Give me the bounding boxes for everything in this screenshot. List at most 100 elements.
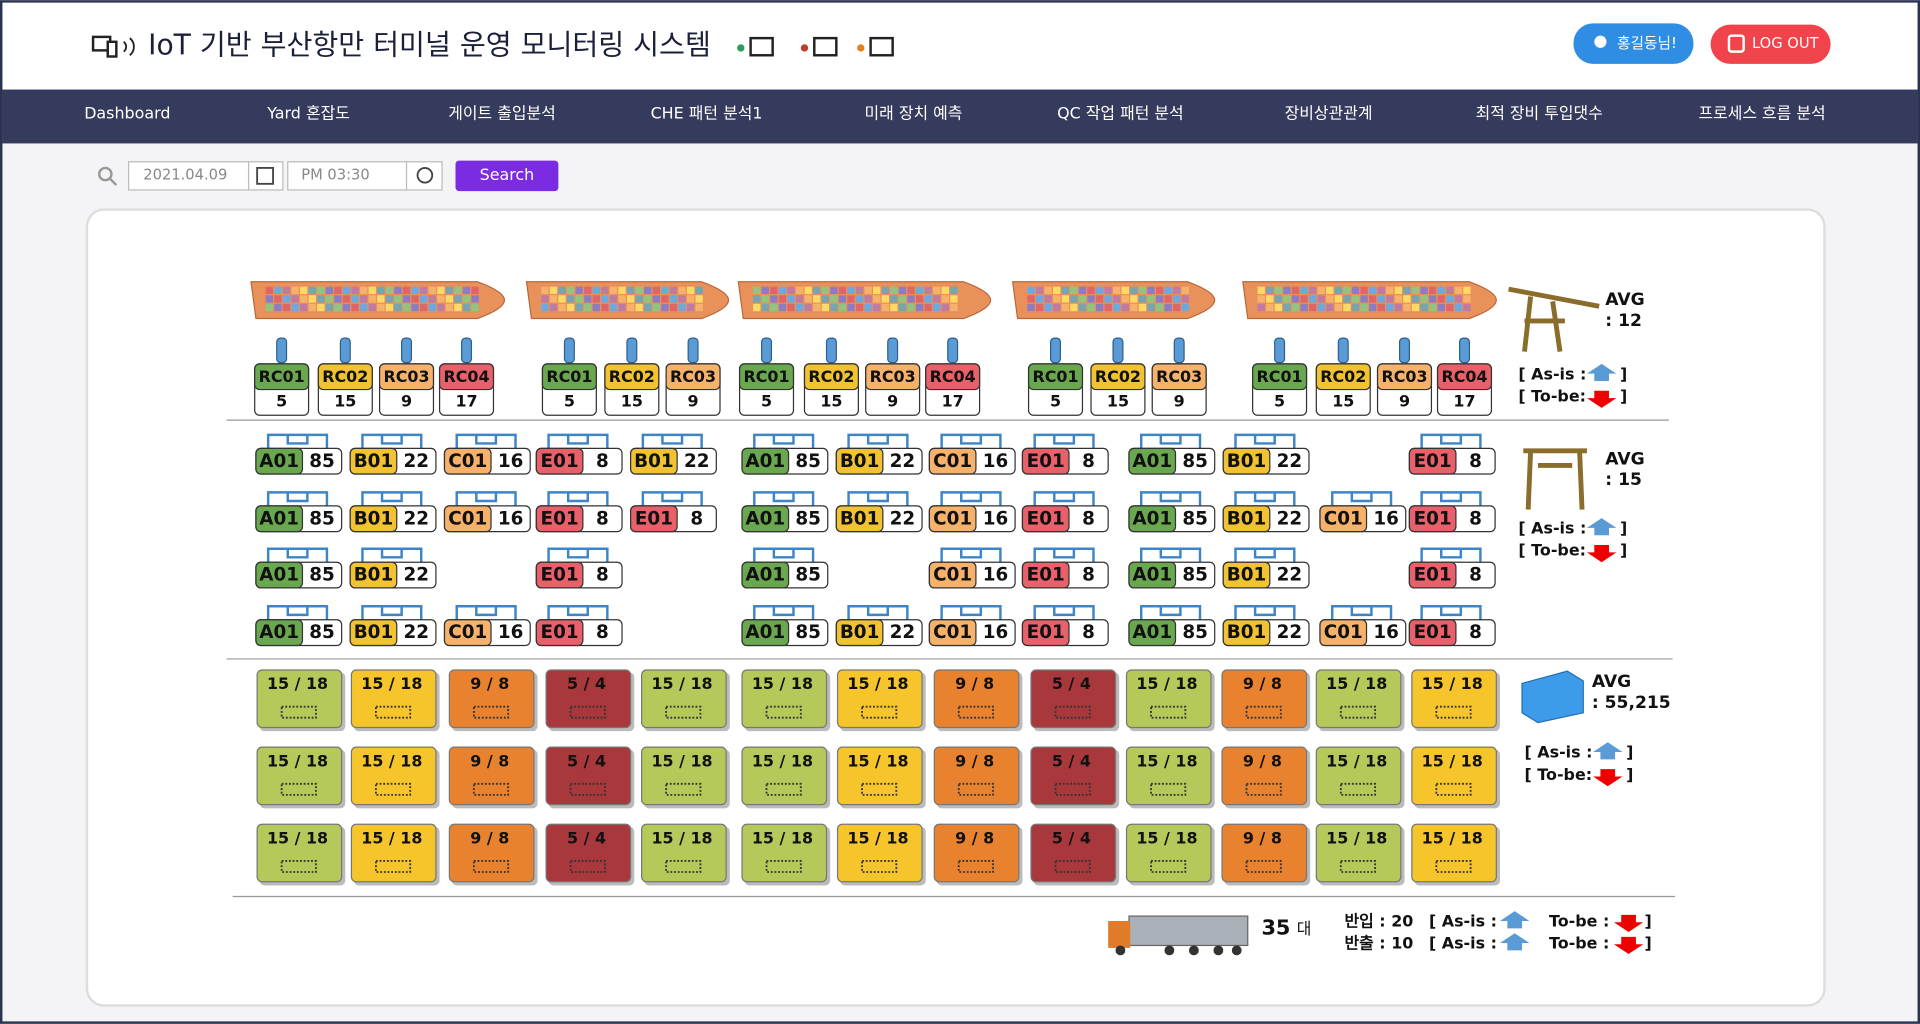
nav-item[interactable]: QC 작업 패턴 분석 — [1057, 104, 1184, 123]
container-label: 15 / 18 — [361, 751, 422, 770]
ship-cargo — [1386, 295, 1394, 303]
rtg-icon — [361, 547, 423, 563]
ship-cargo — [915, 295, 924, 303]
ship-cargo — [1113, 295, 1121, 303]
crane-icon — [339, 337, 351, 364]
ship-cargo — [1446, 295, 1454, 303]
ship-cargo — [1411, 295, 1420, 303]
block-code-bg — [1222, 561, 1271, 589]
crane-label-bg — [1090, 363, 1146, 391]
block-value: 8 — [1469, 565, 1482, 586]
ship-cargo — [881, 303, 889, 312]
rtg-icon — [641, 491, 703, 506]
container-box — [350, 823, 437, 883]
nav-item[interactable]: 미래 장치 예측 — [865, 104, 963, 123]
user-name[interactable]: 홍길동님! — [1617, 35, 1677, 52]
bracket: ] — [1620, 364, 1627, 383]
container-label: 5 / 4 — [567, 674, 606, 693]
ship-cargo — [1070, 303, 1078, 312]
container-barcode — [280, 705, 317, 719]
ship-cargo — [575, 303, 583, 312]
ship-cargo — [1368, 295, 1377, 303]
ship-cargo — [291, 295, 299, 303]
ship-cargo — [549, 295, 558, 303]
container-icon — [1521, 670, 1584, 724]
truck-wheel — [1213, 945, 1224, 956]
ship-cargo — [830, 286, 838, 295]
app-title: IoT 기반 부산항만 터미널 운영 모니터링 시스템 — [148, 29, 711, 62]
block-code: B01 — [354, 508, 394, 529]
nav-item[interactable]: 게이트 출입분석 — [448, 104, 556, 123]
crane-value: 15 — [334, 391, 356, 410]
crane-label: RC03 — [870, 367, 916, 386]
ship-cargo — [454, 286, 462, 295]
date-value[interactable]: 2021.04.09 — [143, 166, 227, 183]
logout-text[interactable]: LOG OUT — [1752, 35, 1820, 52]
crane-icon — [1337, 337, 1349, 364]
block-value: 85 — [309, 565, 335, 586]
block-value: 8 — [596, 565, 609, 586]
block-code-bg — [1408, 619, 1457, 647]
ship-cargo — [300, 286, 308, 295]
time-value[interactable]: PM 03:30 — [301, 166, 370, 183]
ship-cargo — [770, 286, 778, 295]
user-button[interactable] — [1573, 23, 1694, 64]
ship-cargo — [1343, 295, 1351, 303]
ship-cargo — [753, 295, 761, 303]
ship-cargo — [541, 303, 549, 312]
ship-cargo — [830, 295, 838, 303]
rtg-icon — [547, 605, 609, 620]
ship-cargo — [795, 295, 804, 303]
ship-cargo — [1283, 303, 1291, 312]
nav-item[interactable]: Dashboard — [84, 104, 170, 123]
rtg-icon — [847, 605, 909, 620]
container-label: 15 / 18 — [651, 828, 712, 847]
block-code-bg — [1128, 447, 1177, 475]
ship-cargo — [924, 303, 932, 312]
container-barcode — [1435, 860, 1472, 873]
ship-cargo — [1411, 286, 1420, 295]
ship-cargo — [941, 303, 949, 312]
ship-cargo — [1351, 303, 1360, 312]
nav-item[interactable]: 프로세스 흐름 분석 — [1698, 104, 1825, 123]
container-label: 15 / 18 — [847, 751, 908, 770]
block-code: C01 — [1324, 508, 1363, 529]
ship-cargo — [1454, 286, 1463, 295]
ship-cargo — [351, 295, 359, 303]
asis-label: [ As-is : — [1524, 743, 1592, 762]
ship-cargo — [1138, 295, 1147, 303]
ship-cargo — [1437, 295, 1445, 303]
avg-value: : 12 — [1605, 311, 1642, 331]
up-arrow — [1593, 742, 1623, 760]
ship-cargo — [360, 286, 368, 295]
nav-item[interactable]: CHE 패턴 분석1 — [651, 104, 763, 123]
ship-cargo — [462, 295, 471, 303]
status-dot — [737, 44, 745, 52]
time-input[interactable] — [287, 161, 443, 191]
crane-label: RC03 — [1381, 367, 1427, 386]
container-box — [1030, 823, 1117, 883]
ship-cargo — [342, 295, 351, 303]
nav-item[interactable]: 장비상관관계 — [1285, 104, 1373, 123]
container-barcode — [1150, 860, 1187, 873]
ship-cargo — [661, 295, 669, 303]
ship-cargo — [644, 286, 652, 295]
nav-item[interactable]: Yard 혼잡도 — [266, 104, 350, 123]
bracket: ] — [1644, 934, 1651, 953]
ship-cargo — [1403, 295, 1411, 303]
crane-value: 5 — [761, 391, 772, 410]
ship-cargo — [342, 303, 351, 312]
ship-cargo — [678, 286, 686, 295]
search-button[interactable] — [455, 160, 559, 192]
ship-cargo — [873, 295, 881, 303]
container-label: 15 / 18 — [1422, 751, 1483, 770]
avg-value: : 55,215 — [1592, 693, 1671, 713]
ship-cargo — [898, 303, 907, 312]
container-box — [1221, 669, 1308, 729]
nav-item[interactable]: 최적 장비 투입댓수 — [1476, 104, 1603, 123]
ship-cargo — [626, 303, 635, 312]
search-button-text[interactable]: Search — [480, 165, 535, 184]
ship-cargo — [1368, 303, 1377, 312]
ship-cargo — [915, 286, 924, 295]
